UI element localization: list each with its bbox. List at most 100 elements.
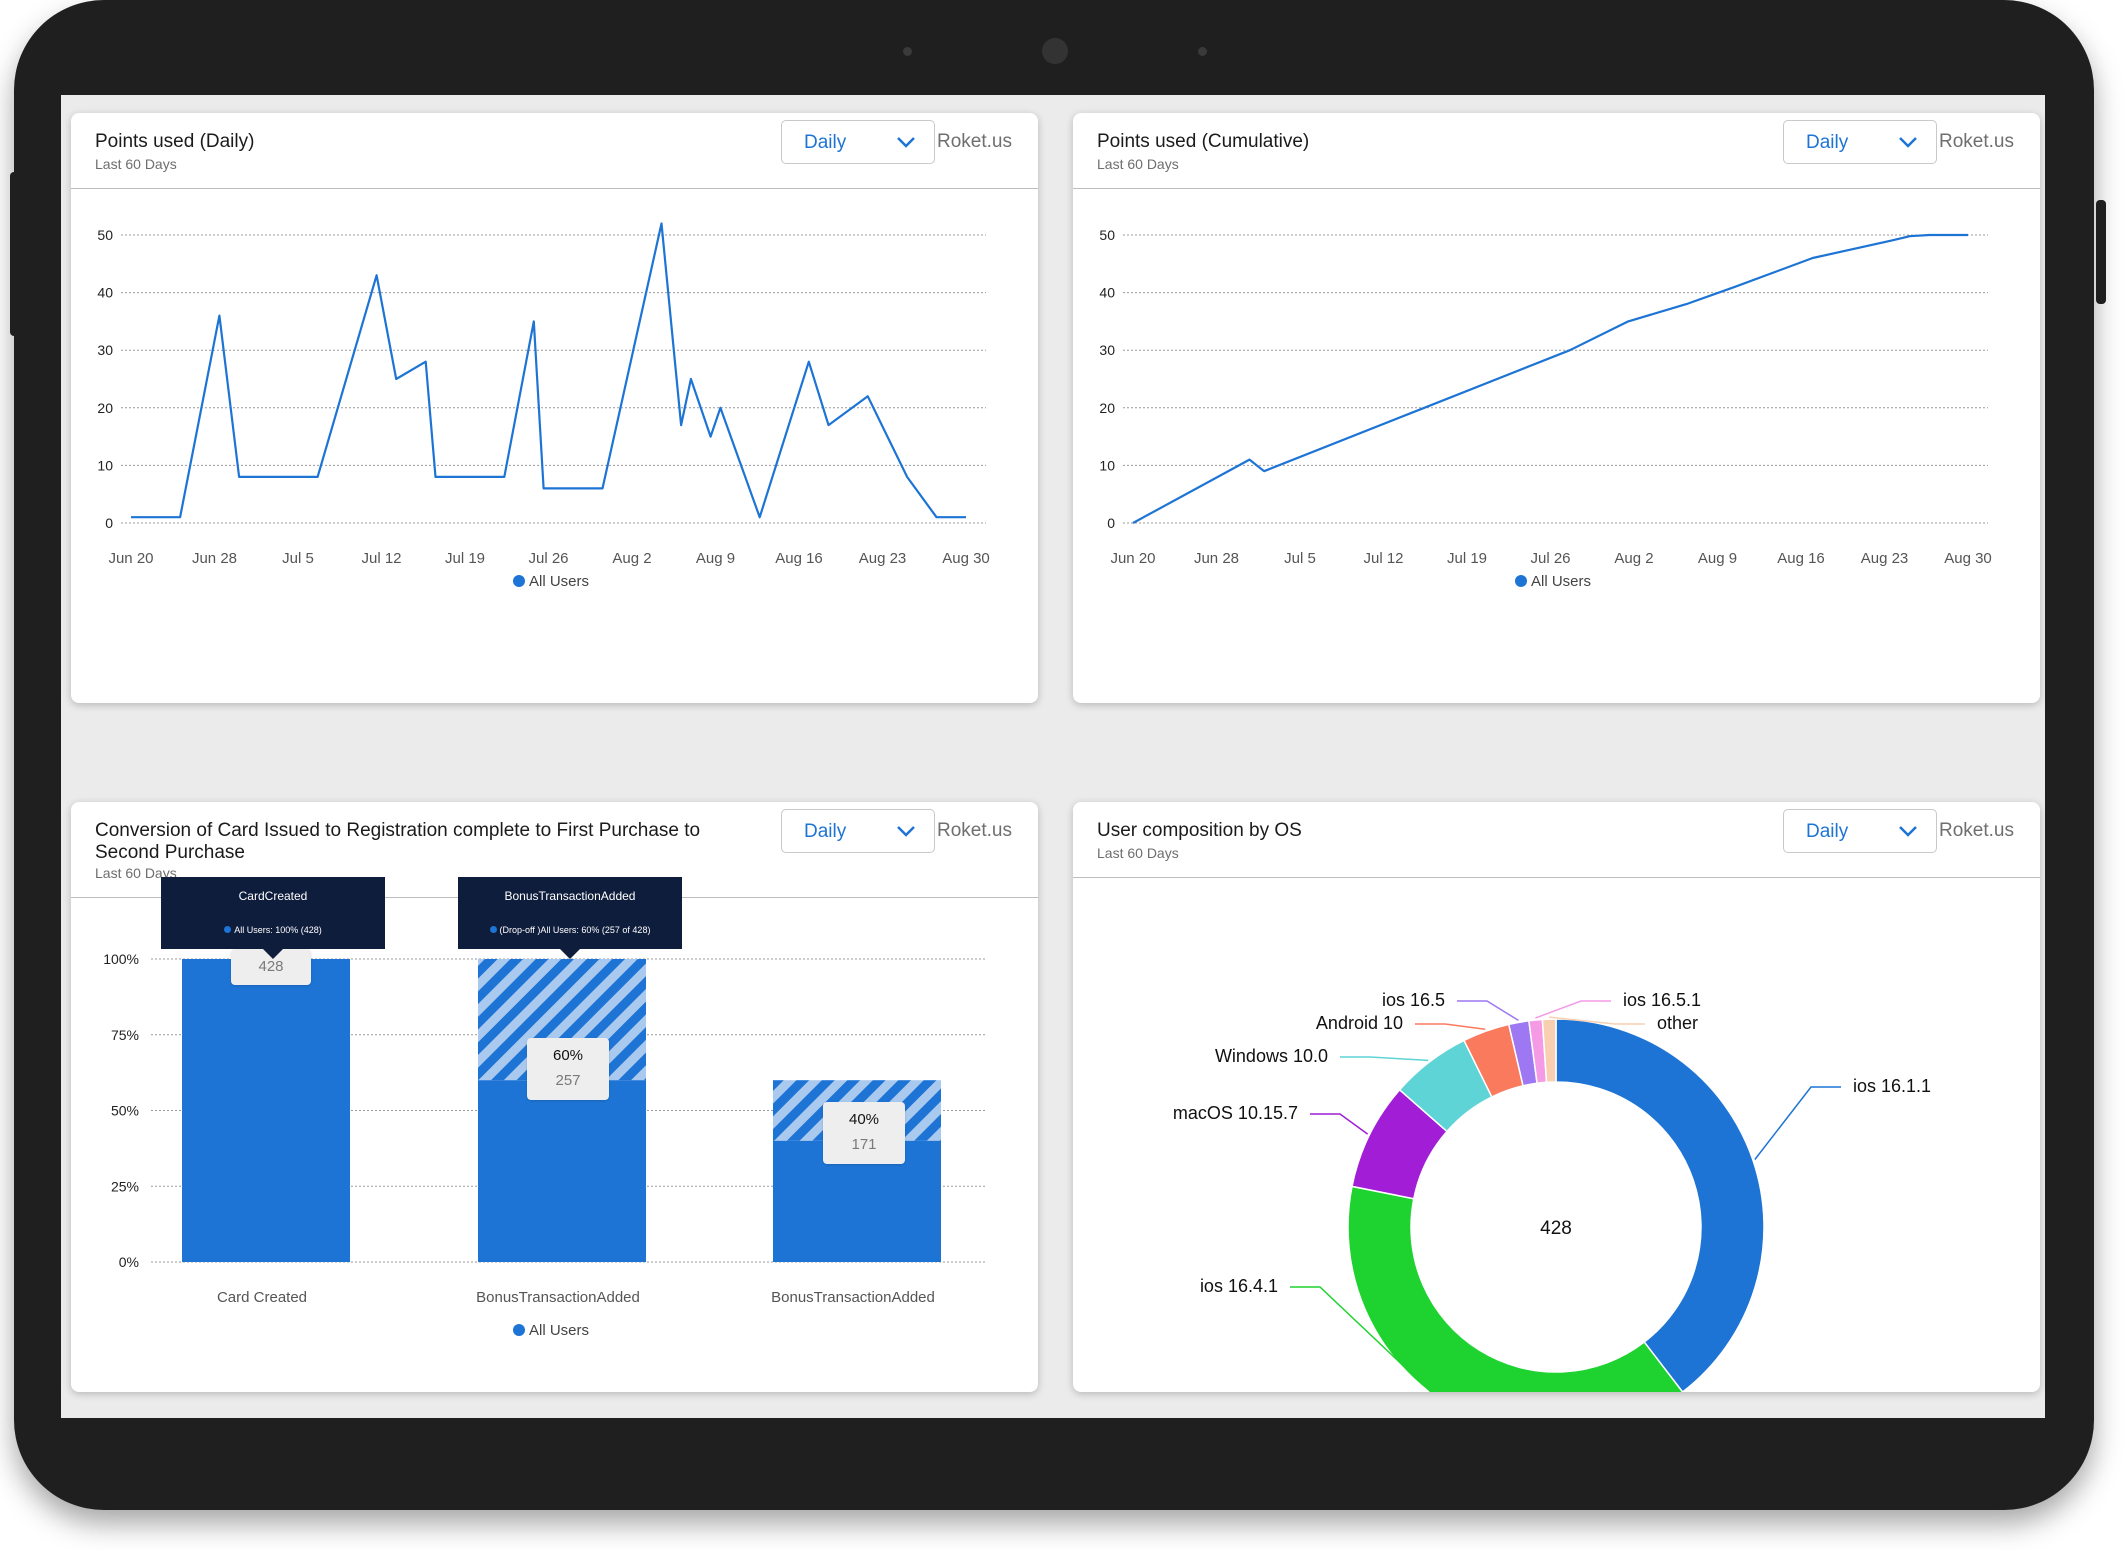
donut-slice bbox=[1541, 1018, 1557, 1084]
tooltip-body-text: All Users: 100% (428) bbox=[234, 925, 322, 935]
card-title: Points used (Cumulative) bbox=[1097, 131, 1310, 152]
leader-line bbox=[1310, 1113, 1369, 1135]
x-tick-label: Jul 19 bbox=[1447, 550, 1487, 567]
x-tick-label: Jul 5 bbox=[1284, 550, 1316, 567]
conversion-bar bbox=[478, 1080, 646, 1262]
slice-label: Windows 10.0 bbox=[1215, 1046, 1328, 1066]
chevron-down-icon bbox=[1899, 137, 1917, 148]
period-dropdown[interactable]: Daily bbox=[1783, 120, 1937, 164]
card-divider bbox=[71, 188, 1038, 189]
tooltip-card-created: CardCreated All Users: 100% (428) bbox=[161, 877, 385, 959]
x-tick-label: Aug 30 bbox=[1944, 550, 1992, 567]
badge-count: 171 bbox=[851, 1136, 877, 1153]
slice-label: macOS 10.15.7 bbox=[1173, 1103, 1298, 1123]
tablet-sensor-right bbox=[1198, 47, 1207, 56]
x-tick-label: Jul 19 bbox=[445, 550, 485, 567]
y-tick-label: 20 bbox=[97, 400, 113, 416]
y-tick-label: 0 bbox=[105, 515, 113, 531]
badge-count: 428 bbox=[258, 958, 284, 975]
chevron-down-icon bbox=[897, 137, 915, 148]
tooltip-arrow bbox=[560, 949, 580, 959]
tooltip-title: CardCreated bbox=[238, 889, 308, 903]
legend-dot bbox=[513, 1324, 525, 1336]
x-tick-label: Jun 20 bbox=[1110, 550, 1155, 567]
card-subtitle: Last 60 Days bbox=[1097, 845, 1179, 861]
slice-label: ios 16.5.1 bbox=[1623, 990, 1701, 1010]
x-tick-label: Jul 26 bbox=[528, 550, 568, 567]
dropdown-label: Daily bbox=[804, 132, 847, 153]
slice-label: ios 16.1.1 bbox=[1853, 1076, 1931, 1096]
y-tick-label: 20 bbox=[1099, 400, 1115, 416]
x-tick-label: Aug 16 bbox=[775, 550, 823, 567]
brand-link[interactable]: Roket.us bbox=[1939, 820, 2014, 841]
series-line-all-users bbox=[1132, 233, 1968, 524]
tablet-left-button bbox=[10, 172, 20, 336]
badge-count: 257 bbox=[555, 1072, 581, 1089]
donut-slice bbox=[1347, 1185, 1684, 1392]
donut-slice bbox=[1555, 1018, 1765, 1392]
y-tick-label: 50 bbox=[1099, 227, 1115, 243]
tablet-camera bbox=[1042, 38, 1068, 64]
cumulative-line-chart: 0 10 20 30 40 50 Jun 20 Jun 28 Jul 5 Jul 12 Jul 19… bbox=[1099, 227, 1992, 590]
badge-percent: 60% bbox=[552, 1047, 584, 1064]
x-tick-label: Jun 28 bbox=[192, 550, 237, 567]
card-title: Points used (Daily) bbox=[95, 131, 255, 152]
os-donut-chart: ios 16.1.1 ios 16.4.1 macOS 10.15.7 Windows… bbox=[1173, 990, 1931, 1392]
y-tick-label: 10 bbox=[1099, 457, 1115, 473]
x-tick-label: Aug 9 bbox=[1698, 550, 1737, 567]
brand-link[interactable]: Roket.us bbox=[937, 131, 1012, 152]
card-conversion-funnel: Conversion of Card Issued to Registratio… bbox=[71, 802, 1038, 1392]
x-tick-label: Aug 16 bbox=[1777, 550, 1825, 567]
x-tick-label: Jun 20 bbox=[108, 550, 153, 567]
conversion-bar bbox=[182, 959, 350, 1262]
card-points-cumulative: Points used (Cumulative) Last 60 Days Da… bbox=[1073, 113, 2040, 703]
x-tick-label: Jul 26 bbox=[1530, 550, 1570, 567]
card-os-composition: User composition by OS Last 60 Days Dail… bbox=[1073, 802, 2040, 1392]
period-dropdown[interactable]: Daily bbox=[1783, 809, 1937, 853]
tooltip-bonus-transaction: BonusTransactionAdded (Drop-off )All Use… bbox=[458, 877, 682, 959]
y-tick-label: 75% bbox=[111, 1027, 139, 1043]
brand-link[interactable]: Roket.us bbox=[937, 820, 1012, 841]
series-dot-icon bbox=[489, 926, 497, 933]
y-tick-label: 0 bbox=[1107, 515, 1115, 531]
legend-label: All Users bbox=[1531, 573, 1591, 590]
card-title: Conversion of Card Issued to Registratio… bbox=[95, 820, 701, 863]
slice-label: ios 16.4.1 bbox=[1200, 1276, 1278, 1296]
x-tick-label: Jul 12 bbox=[1363, 550, 1403, 567]
leader-line bbox=[1535, 1000, 1611, 1019]
y-tick-label: 25% bbox=[111, 1178, 139, 1194]
tooltip-body: All Users: 100% (428) bbox=[161, 925, 385, 935]
x-tick-label: Card Created bbox=[217, 1289, 307, 1306]
period-dropdown[interactable]: Daily bbox=[781, 809, 935, 853]
y-tick-label: 30 bbox=[1099, 342, 1115, 358]
badge-percent: 40% bbox=[848, 1111, 880, 1128]
y-tick-label: 50 bbox=[97, 227, 113, 243]
chevron-down-icon bbox=[1899, 826, 1917, 837]
leader-line bbox=[1290, 1286, 1433, 1392]
leader-line bbox=[1549, 1016, 1645, 1025]
leader-line bbox=[1340, 1056, 1429, 1062]
x-tick-label: BonusTransactionAdded bbox=[771, 1289, 935, 1306]
card-subtitle: Last 60 Days bbox=[95, 156, 177, 172]
y-tick-label: 30 bbox=[97, 342, 113, 358]
x-tick-label: BonusTransactionAdded bbox=[476, 1289, 640, 1306]
leader-line bbox=[1754, 1086, 1841, 1160]
tooltip-title: BonusTransactionAdded bbox=[504, 889, 636, 903]
card-subtitle: Last 60 Days bbox=[95, 865, 177, 881]
bar-badge-bonus-1: 60% 257 bbox=[527, 1038, 609, 1100]
donut-total: 428 bbox=[1540, 1218, 1572, 1239]
dashboard-screen: Points used (Daily) Last 60 Days Daily R… bbox=[61, 95, 2045, 1418]
x-tick-label: Aug 30 bbox=[942, 550, 990, 567]
period-dropdown[interactable]: Daily bbox=[781, 120, 935, 164]
y-tick-label: 100% bbox=[103, 951, 139, 967]
brand-link[interactable]: Roket.us bbox=[1939, 131, 2014, 152]
legend-dot bbox=[513, 575, 525, 587]
y-tick-label: 50% bbox=[111, 1103, 139, 1119]
card-divider bbox=[1073, 877, 2040, 878]
slice-label: ios 16.5 bbox=[1382, 990, 1445, 1010]
series-dot-icon bbox=[224, 926, 232, 933]
dropdown-label: Daily bbox=[1806, 132, 1849, 153]
dropdown-label: Daily bbox=[1806, 821, 1849, 842]
x-tick-label: Jul 12 bbox=[361, 550, 401, 567]
tooltip-body-text: (Drop-off )All Users: 60% (257 of 428) bbox=[499, 925, 651, 935]
